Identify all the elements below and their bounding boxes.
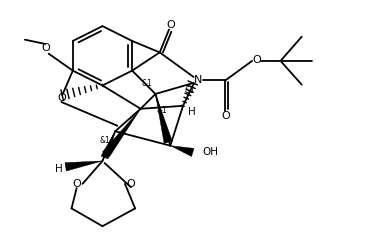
Text: &1: &1 — [184, 86, 195, 95]
Text: OH: OH — [202, 148, 218, 157]
Polygon shape — [101, 131, 115, 159]
Text: O: O — [126, 179, 135, 189]
Text: O: O — [167, 20, 175, 30]
Polygon shape — [155, 94, 172, 143]
Text: &1: &1 — [156, 106, 167, 115]
Text: O: O — [57, 93, 66, 103]
Text: O: O — [221, 111, 230, 121]
Polygon shape — [103, 109, 141, 157]
Text: O: O — [41, 43, 50, 53]
Text: O: O — [253, 55, 262, 65]
Text: &1: &1 — [142, 79, 152, 88]
Polygon shape — [170, 146, 194, 156]
Text: O: O — [72, 179, 81, 189]
Text: &1: &1 — [99, 136, 110, 145]
Text: N: N — [194, 75, 202, 85]
Polygon shape — [65, 161, 103, 171]
Text: H: H — [55, 164, 63, 174]
Text: H: H — [188, 107, 196, 117]
